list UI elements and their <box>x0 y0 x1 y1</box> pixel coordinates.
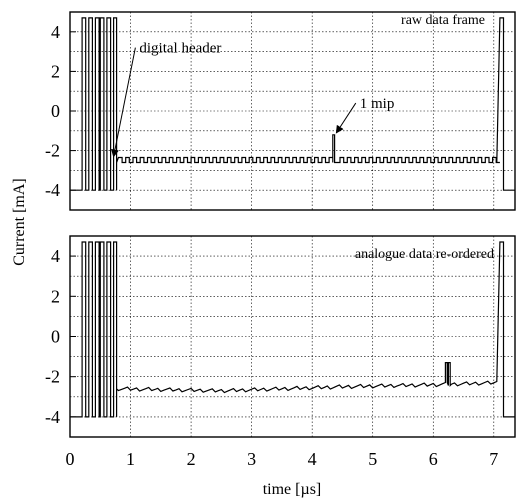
top-yticks: 4 2 0 -2 -4 <box>45 22 76 200</box>
x-axis-label: time [µs] <box>263 481 322 498</box>
arrow-digital-header <box>111 47 136 158</box>
y-tick-label: 2 <box>51 61 60 81</box>
x-tick-label: 2 <box>187 449 196 469</box>
bottom-trace <box>70 241 515 418</box>
y-axis-label: Current [mA] <box>11 178 28 266</box>
top-trace <box>70 17 515 191</box>
x-tick-label: 6 <box>429 449 438 469</box>
y-tick-label: -2 <box>45 141 60 161</box>
panel-bottom: 4 2 0 -2 -4 analogue data re-ordered 0 1 2 3 4 5 6… <box>45 235 516 469</box>
y-tick-label: 0 <box>51 327 60 347</box>
x-tick-label: 5 <box>368 449 377 469</box>
bottom-panel-annotation: analogue data re-ordered <box>355 247 494 262</box>
bottom-xticks: 0 1 2 3 4 5 6 7 <box>66 449 499 469</box>
annotation-1-mip: 1 mip <box>360 96 395 112</box>
y-tick-label: 0 <box>51 101 60 121</box>
x-tick-label: 4 <box>308 449 317 469</box>
bottom-signal-trace <box>70 241 515 418</box>
y-tick-label: 2 <box>51 286 60 306</box>
y-tick-label: 4 <box>51 22 60 42</box>
top-panel-annotation: raw data frame <box>401 13 485 28</box>
top-grid <box>69 12 515 210</box>
y-tick-label: 4 <box>51 246 60 266</box>
x-tick-label: 1 <box>126 449 135 469</box>
top-signal-trace <box>70 17 515 191</box>
y-tick-label: -4 <box>45 180 60 200</box>
bottom-yticks: 4 2 0 -2 -4 <box>45 246 76 427</box>
x-tick-label: 7 <box>489 449 498 469</box>
x-tick-label: 3 <box>247 449 256 469</box>
annotation-digital-header: digital header <box>139 41 221 57</box>
x-tick-label: 0 <box>66 449 75 469</box>
bottom-grid <box>69 236 515 437</box>
panel-top: 4 2 0 -2 -4 raw data frame digital header 1 … <box>45 11 516 211</box>
y-tick-label: -2 <box>45 367 60 387</box>
arrow-1-mip <box>335 102 357 134</box>
y-tick-label: -4 <box>45 407 60 427</box>
